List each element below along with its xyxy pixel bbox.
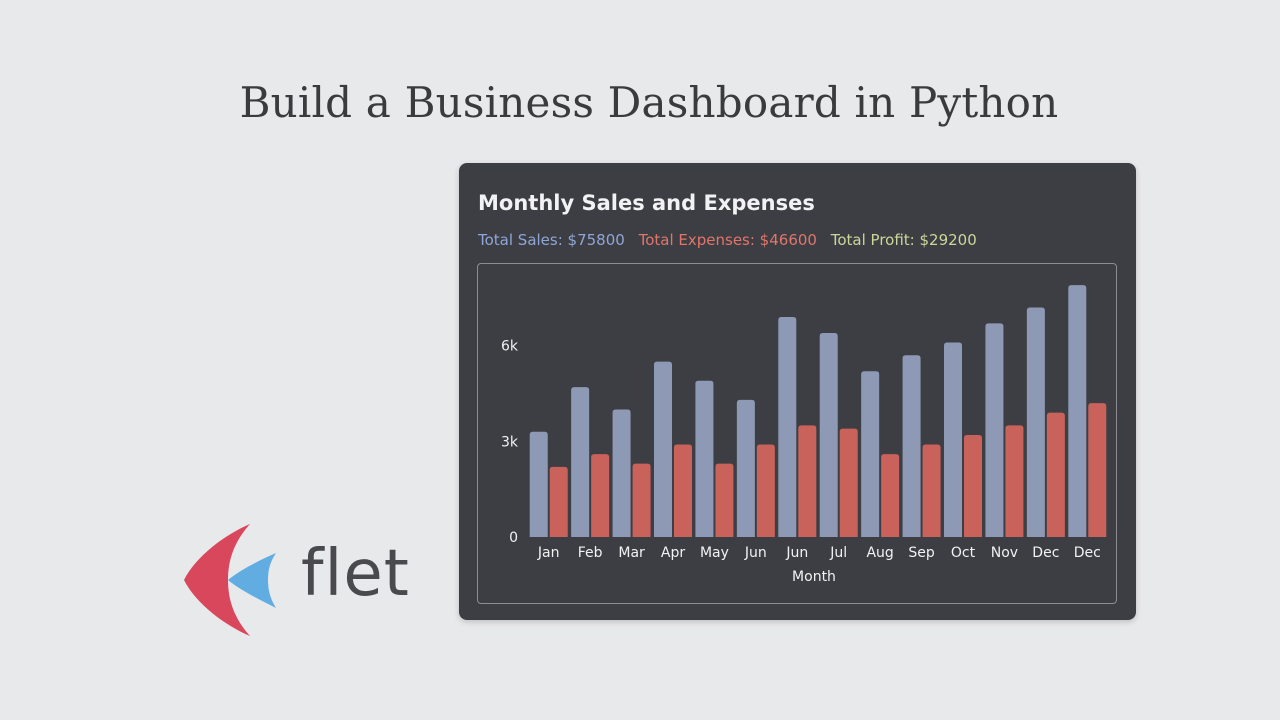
x-tick-label: Nov xyxy=(991,545,1018,561)
expenses-bar xyxy=(1005,425,1024,537)
expenses-bar xyxy=(1046,412,1065,537)
dashboard-card: Monthly Sales and Expenses Total Sales: … xyxy=(459,163,1136,620)
expenses-bar xyxy=(591,454,610,537)
chart-container: 0 3k 6k Jan Feb Mar Apr May Jun Jun Jul Aug Sep Oct No… xyxy=(477,263,1117,604)
expenses-bar xyxy=(756,444,775,537)
bar-chart: 0 3k 6k Jan Feb Mar Apr May Jun Jun Jul Aug Sep Oct No… xyxy=(501,285,1107,585)
x-tick-label: Sep xyxy=(908,545,935,561)
x-tick-label: May xyxy=(700,545,729,561)
expenses-bar xyxy=(798,425,817,537)
expenses-bar xyxy=(881,454,900,537)
expenses-bar xyxy=(632,463,651,537)
x-tick-label: Aug xyxy=(866,545,893,561)
x-tick-label: Jun xyxy=(785,545,808,561)
x-tick-label: Oct xyxy=(951,545,976,561)
flet-logo-text: flet xyxy=(301,537,410,611)
expenses-bar xyxy=(715,463,734,537)
totals-row: Total Sales: $75800 Total Expenses: $466… xyxy=(478,231,986,249)
y-tick-label: 3k xyxy=(501,434,519,450)
sales-bar xyxy=(861,371,880,537)
expenses-bar xyxy=(922,444,941,537)
total-profit-text: Total Profit: $29200 xyxy=(830,231,977,249)
total-sales-text: Total Sales: $75800 xyxy=(478,231,625,249)
x-tick-label: Mar xyxy=(618,545,645,561)
x-tick-label: Jun xyxy=(744,545,767,561)
sales-bar xyxy=(736,399,755,537)
x-tick-label: Jan xyxy=(537,545,560,561)
sales-bar xyxy=(1026,307,1045,537)
expenses-bar xyxy=(674,444,692,537)
y-tick-label: 0 xyxy=(509,530,518,546)
sales-bar xyxy=(819,332,838,537)
sales-bar xyxy=(529,431,548,537)
total-expenses-text: Total Expenses: $46600 xyxy=(638,231,817,249)
sales-bar xyxy=(612,409,631,537)
expenses-bar xyxy=(1088,403,1107,537)
sales-bar xyxy=(944,342,962,537)
flet-logo-icon xyxy=(184,524,276,636)
sales-bar xyxy=(1068,285,1087,537)
sales-bar xyxy=(778,317,797,537)
flet-logo-red-shape xyxy=(184,524,250,636)
x-tick-label: Jul xyxy=(829,545,847,561)
x-tick-label: Feb xyxy=(578,545,603,561)
sales-bar xyxy=(571,387,590,537)
flet-logo: flet xyxy=(182,522,422,642)
x-tick-label: Dec xyxy=(1074,545,1101,561)
sales-bar xyxy=(985,323,1004,537)
card-title: Monthly Sales and Expenses xyxy=(478,191,815,215)
sales-bar xyxy=(654,361,672,537)
expenses-bar xyxy=(964,434,982,537)
x-axis-label: Month xyxy=(792,569,836,585)
sales-bar xyxy=(695,380,714,537)
y-tick-label: 6k xyxy=(501,339,519,355)
page-title: Build a Business Dashboard in Python xyxy=(239,78,1059,127)
sales-bar xyxy=(902,355,921,537)
expenses-bar xyxy=(839,428,858,537)
x-tick-label: Apr xyxy=(661,545,685,561)
x-tick-label: Dec xyxy=(1032,545,1059,561)
flet-logo-blue-shape xyxy=(228,553,276,608)
expenses-bar xyxy=(549,466,568,537)
